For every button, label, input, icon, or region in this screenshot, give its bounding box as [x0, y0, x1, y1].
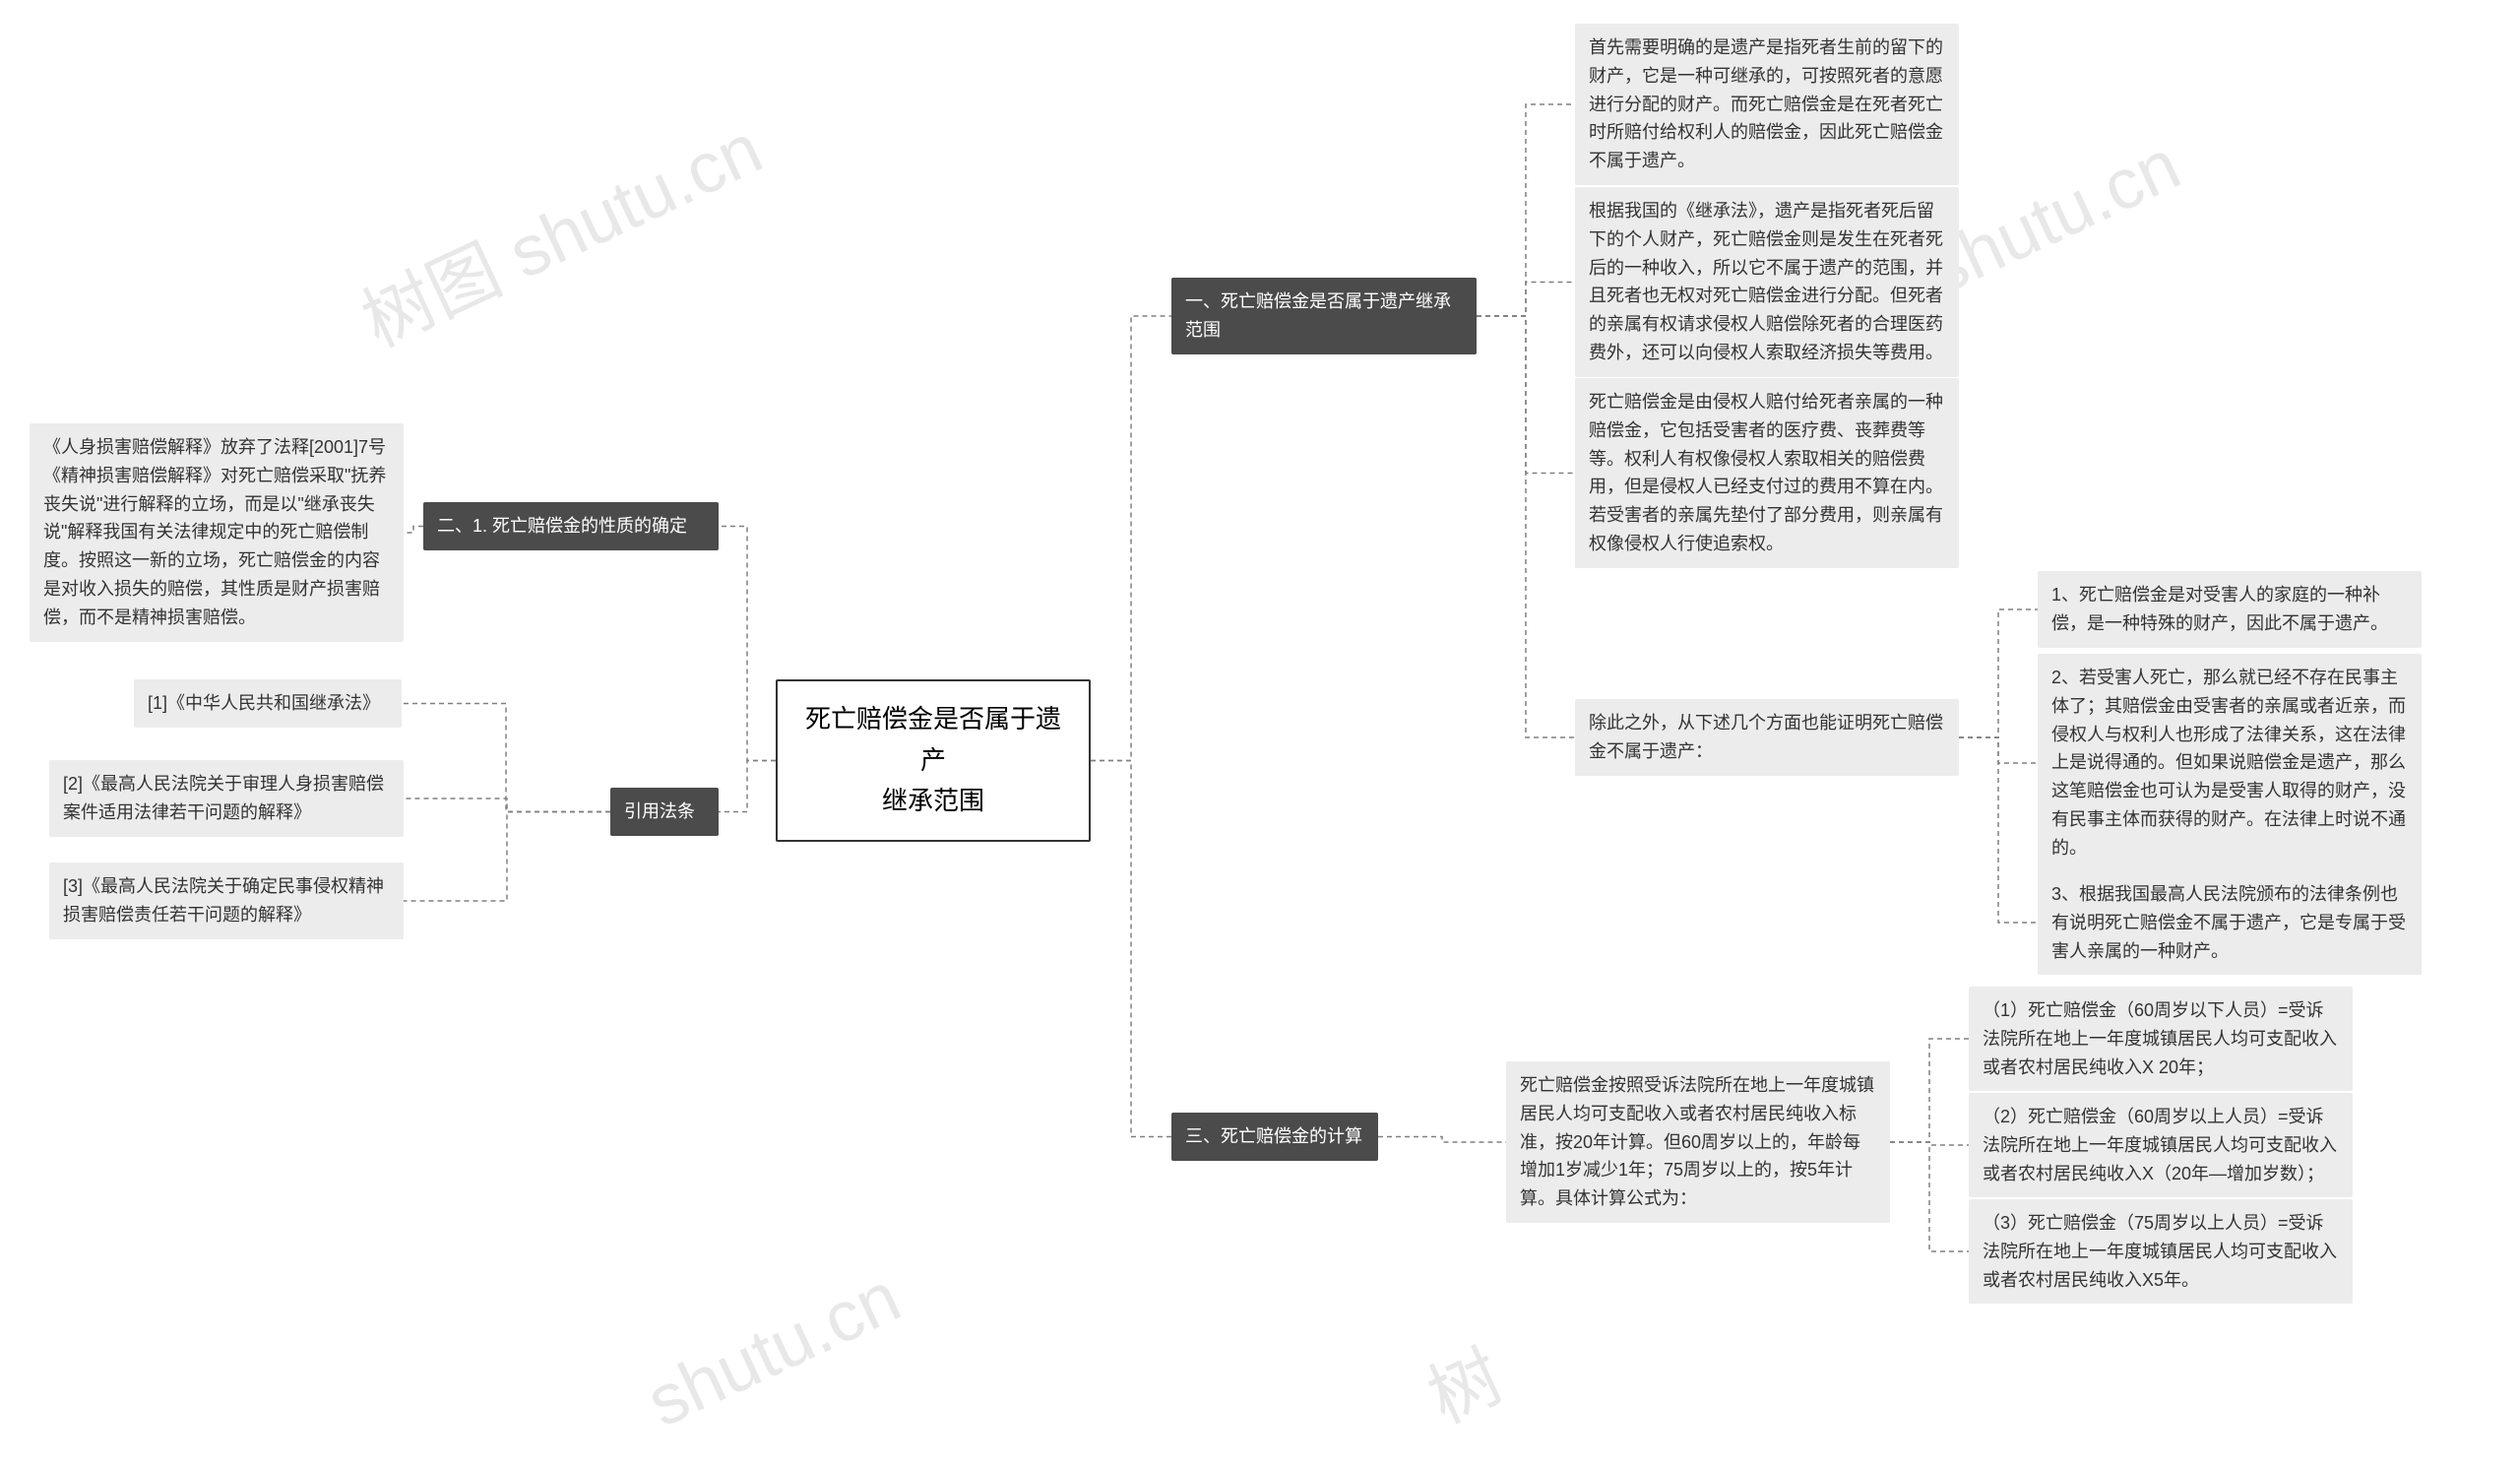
- leaf-b1-2[interactable]: 根据我国的《继承法》，遗产是指死者死后留下的个人财产，死亡赔偿金则是发生在死者死…: [1575, 187, 1959, 377]
- branch-1[interactable]: 一、死亡赔偿金是否属于遗产继承范围: [1171, 278, 1477, 354]
- leaf-cite-3[interactable]: [3]《最高人民法院关于确定民事侵权精神损害赔偿责任若干问题的解释》: [49, 863, 404, 939]
- leaf-b1-4-3[interactable]: 3、根据我国最高人民法院颁布的法律条例也有说明死亡赔偿金不属于遗产，它是专属于受…: [2038, 870, 2422, 975]
- leaf-b3-1-1[interactable]: （1）死亡赔偿金（60周岁以下人员）=受诉法院所在地上一年度城镇居民人均可支配收…: [1969, 987, 2353, 1091]
- leaf-cite-1[interactable]: [1]《中华人民共和国继承法》: [134, 679, 402, 728]
- leaf-b1-3[interactable]: 死亡赔偿金是由侵权人赔付给死者亲属的一种赔偿金，它包括受害者的医疗费、丧葬费等等…: [1575, 378, 1959, 568]
- root-node[interactable]: 死亡赔偿金是否属于遗产继承范围: [776, 679, 1091, 842]
- leaf-b2-1[interactable]: 《人身损害赔偿解释》放弃了法释[2001]7号《精神损害赔偿解释》对死亡赔偿采取…: [30, 423, 404, 642]
- leaf-b1-4[interactable]: 除此之外，从下述几个方面也能证明死亡赔偿金不属于遗产：: [1575, 699, 1959, 776]
- branch-cite[interactable]: 引用法条: [610, 788, 719, 836]
- leaf-b3-1-3[interactable]: （3）死亡赔偿金（75周岁以上人员）=受诉法院所在地上一年度城镇居民人均可支配收…: [1969, 1199, 2353, 1304]
- branch-2[interactable]: 二、1. 死亡赔偿金的性质的确定: [423, 502, 719, 550]
- leaf-cite-2[interactable]: [2]《最高人民法院关于审理人身损害赔偿案件适用法律若干问题的解释》: [49, 760, 404, 837]
- leaf-b1-4-1[interactable]: 1、死亡赔偿金是对受害人的家庭的一种补偿，是一种特殊的财产，因此不属于遗产。: [2038, 571, 2422, 648]
- leaf-b3-1[interactable]: 死亡赔偿金按照受诉法院所在地上一年度城镇居民人均可支配收入或者农村居民纯收入标准…: [1506, 1061, 1890, 1223]
- leaf-b1-1[interactable]: 首先需要明确的是遗产是指死者生前的留下的财产，它是一种可继承的，可按照死者的意愿…: [1575, 24, 1959, 185]
- leaf-b1-4-2[interactable]: 2、若受害人死亡，那么就已经不存在民事主体了；其赔偿金由受害者的亲属或者近亲，而…: [2038, 654, 2422, 872]
- branch-3[interactable]: 三、死亡赔偿金的计算: [1171, 1113, 1378, 1161]
- leaf-b3-1-2[interactable]: （2）死亡赔偿金（60周岁以上人员）=受诉法院所在地上一年度城镇居民人均可支配收…: [1969, 1093, 2353, 1197]
